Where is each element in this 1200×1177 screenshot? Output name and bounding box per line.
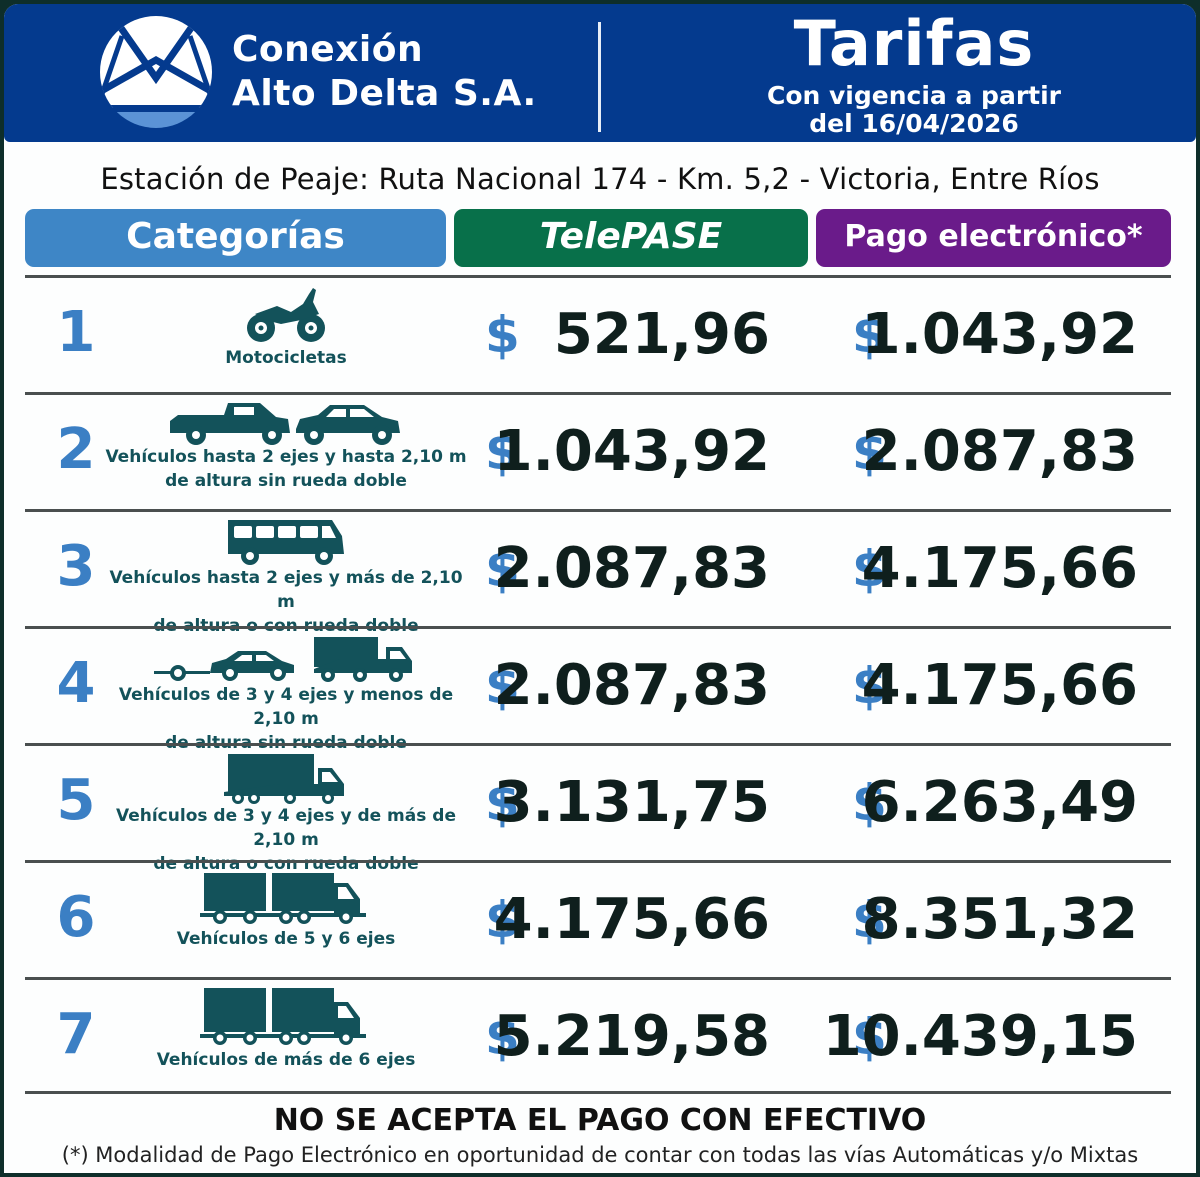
truck-trailer-over-6-axles-icon <box>200 988 366 1045</box>
brand-name: Conexión Alto Delta S.A. <box>232 28 537 116</box>
title-block: Tarifas Con vigencia a partir del 16/04/… <box>644 6 1184 138</box>
brand-line-1: Conexión <box>232 29 424 70</box>
vehicle-label: Vehículos de 3 y 4 ejes y de más de 2,10… <box>116 806 456 850</box>
header-divider <box>598 22 601 132</box>
currency-symbol: $ <box>485 1008 520 1066</box>
price-amount: 8.351,32 <box>861 887 1138 952</box>
currency-symbol: $ <box>485 657 520 715</box>
bus-icon <box>228 520 344 565</box>
vehicle-label: Vehículos de más de 6 ejes <box>156 1050 416 1070</box>
category-number: 3 <box>56 534 96 599</box>
currency-symbol: $ <box>485 540 520 598</box>
price-amount: 2.087,83 <box>861 419 1138 484</box>
category-number: 7 <box>56 1002 96 1067</box>
currency-symbol: $ <box>852 1008 887 1066</box>
alto-delta-logo-icon <box>100 16 212 128</box>
vehicle-label: Vehículos hasta 2 ejes y más de 2,10 m <box>109 568 463 612</box>
truck-3-4-axles-icon <box>224 754 344 804</box>
footer: NO SE ACEPTA EL PAGO CON EFECTIVO (*) Mo… <box>4 1101 1196 1169</box>
currency-symbol: $ <box>852 540 887 598</box>
brand-line-2: Alto Delta S.A. <box>232 73 537 114</box>
price-amount: 1.043,92 <box>861 302 1138 367</box>
vehicle-description: Vehículos hasta 2 ejes y hasta 2,10 m de… <box>101 401 471 493</box>
validity-date: del 16/04/2026 <box>809 109 1019 138</box>
vehicle-label: Vehículos de 3 y 4 ejes y menos de 2,10 … <box>118 685 454 729</box>
footnote: (*) Modalidad de Pago Electrónico en opo… <box>61 1143 1139 1167</box>
currency-symbol: $ <box>852 891 887 949</box>
table-row: 1 Motocicletas $ 521,96 $ 1.043,92 <box>25 275 1171 392</box>
table-row: 2 Vehículos hasta 2 <box>25 392 1171 509</box>
currency-symbol: $ <box>852 306 887 364</box>
currency-symbol: $ <box>852 423 887 481</box>
price-amount: 521,96 <box>553 302 770 367</box>
no-cash-notice: NO SE ACEPTA EL PAGO CON EFECTIVO <box>273 1103 927 1138</box>
tariff-sheet: Conexión Alto Delta S.A. Tarifas Con vig… <box>4 4 1196 1173</box>
category-number: 6 <box>56 885 96 950</box>
price-amount: 4.175,66 <box>493 887 770 952</box>
vehicle-label: Vehículos de 5 y 6 ejes <box>176 929 396 949</box>
vehicle-description: Vehículos hasta 2 ejes y más de 2,10 m d… <box>101 518 471 638</box>
vehicle-description: Vehículos de 5 y 6 ejes <box>101 869 471 951</box>
table-row: 3 Vehículos hasta 2 ejes y más de 2,10 m <box>25 509 1171 636</box>
price-amount: 4.175,66 <box>861 536 1138 601</box>
price-amount: 2.087,83 <box>493 653 770 718</box>
price-amount: 5.219,58 <box>493 1004 770 1069</box>
column-header-telepase: TelePASE <box>454 209 808 267</box>
table-row: 6 Vehículos de 5 y 6 ejes <box>25 860 1171 977</box>
price-amount: 10.439,15 <box>822 1004 1138 1069</box>
category-number: 4 <box>56 651 96 716</box>
header-banner: Conexión Alto Delta S.A. Tarifas Con vig… <box>4 4 1196 142</box>
toll-station-info: Estación de Peaje: Ruta Nacional 174 - K… <box>100 162 1100 196</box>
currency-symbol: $ <box>485 774 520 832</box>
pickup-and-car-icon <box>170 403 400 445</box>
vehicle-description: Vehículos de 3 y 4 ejes y menos de 2,10 … <box>101 635 471 755</box>
vehicle-label: Motocicletas <box>225 348 347 368</box>
category-number: 5 <box>56 768 96 833</box>
tariff-table: 1 Motocicletas $ 521,96 $ 1.043,92 <box>25 275 1171 1094</box>
price-amount: 1.043,92 <box>493 419 770 484</box>
validity-line-1: Con vigencia a partir <box>766 81 1062 110</box>
vehicle-label-2: de altura sin rueda doble <box>165 471 407 491</box>
table-row: 5 Vehículos de 3 y 4 ejes y de más de 2,… <box>25 743 1171 874</box>
car-trailer-and-truck-icon <box>154 637 412 682</box>
category-number: 1 <box>56 300 96 365</box>
vehicle-description: Motocicletas <box>101 284 471 370</box>
vehicle-description: Vehículos de más de 6 ejes <box>101 986 471 1072</box>
price-amount: 6.263,49 <box>861 770 1138 835</box>
currency-symbol: $ <box>485 306 520 364</box>
vehicle-label: Vehículos hasta 2 ejes y hasta 2,10 m <box>105 447 467 467</box>
vehicle-label-2: de altura o con rueda doble <box>153 854 419 874</box>
page-title: Tarifas <box>793 7 1035 80</box>
currency-symbol: $ <box>485 891 520 949</box>
table-row: 4 <box>25 626 1171 753</box>
column-header-categories: Categorías <box>25 209 446 267</box>
price-amount: 2.087,83 <box>493 536 770 601</box>
table-row: 7 Vehículos de más de 6 ejes <box>25 977 1171 1094</box>
truck-trailer-5-6-axles-icon <box>200 873 366 924</box>
currency-symbol: $ <box>485 423 520 481</box>
price-amount: 4.175,66 <box>861 653 1138 718</box>
currency-symbol: $ <box>852 657 887 715</box>
motorcycle-icon <box>247 288 325 342</box>
vehicle-description: Vehículos de 3 y 4 ejes y de más de 2,10… <box>101 752 471 876</box>
category-number: 2 <box>56 417 96 482</box>
column-header-electronic-payment: Pago electrónico* <box>816 209 1171 267</box>
price-amount: 3.131,75 <box>493 770 770 835</box>
currency-symbol: $ <box>852 774 887 832</box>
